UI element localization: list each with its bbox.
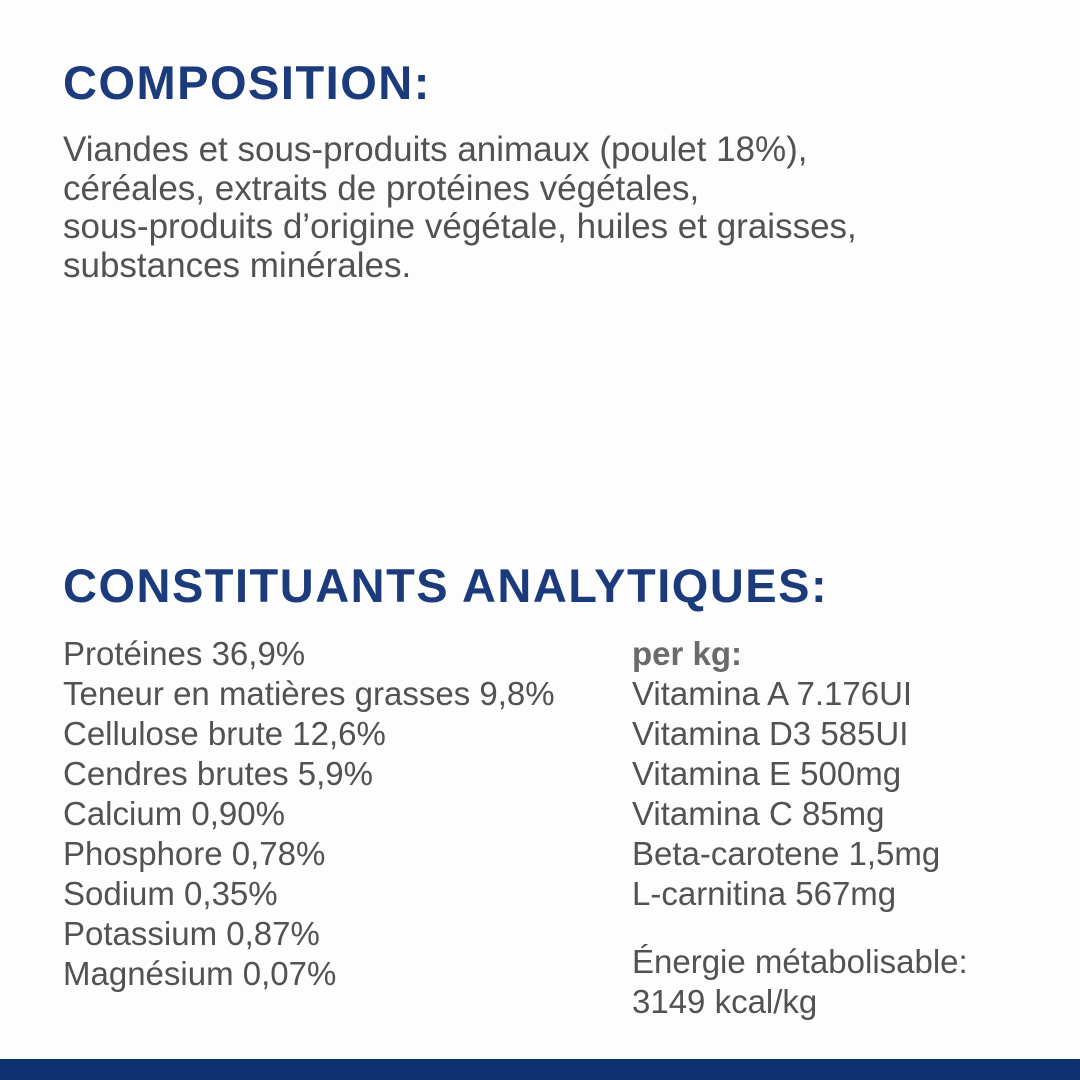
vitamin-line-c: Vitamina C 85mg bbox=[632, 795, 885, 832]
nutrient-line-ash: Cendres brutes 5,9% bbox=[63, 755, 374, 792]
per-kg-label: per kg: bbox=[632, 635, 743, 672]
vitamin-line-beta-carotene: Beta-carotene 1,5mg bbox=[632, 835, 941, 872]
nutrient-line-potassium: Potassium 0,87% bbox=[63, 915, 320, 952]
nutrient-column: Protéines 36,9% Teneur en matières grass… bbox=[63, 634, 632, 1022]
composition-line: sous-produits d’origine végétale, huiles… bbox=[63, 207, 857, 246]
composition-line: substances minérales. bbox=[63, 245, 412, 285]
composition-heading: COMPOSITION: bbox=[63, 56, 431, 109]
vitamin-line-d3: Vitamina D3 585UI bbox=[632, 715, 909, 752]
nutrient-line-calcium: Calcium 0,90% bbox=[63, 795, 285, 832]
composition-line: céréales, extraits de protéines végétale… bbox=[63, 168, 700, 208]
vitamin-line-a: Vitamina A 7.176UI bbox=[632, 675, 913, 712]
energy-label: Énergie métabolisable: bbox=[632, 943, 968, 980]
analytical-constituents-heading: CONSTITUANTS ANALYTIQUES: bbox=[63, 559, 829, 612]
vitamin-column: per kg: Vitamina A 7.176UI Vitamina D3 5… bbox=[632, 634, 968, 1022]
nutrient-line-fibre: Cellulose brute 12,6% bbox=[63, 715, 386, 752]
nutrient-line-proteins: Protéines 36,9% bbox=[63, 635, 306, 672]
metabolisable-energy: Énergie métabolisable: 3149 kcal/kg bbox=[632, 942, 968, 1022]
nutrient-line-sodium: Sodium 0,35% bbox=[63, 875, 278, 912]
nutrient-line-fat: Teneur en matières grasses 9,8% bbox=[63, 675, 555, 712]
nutrient-line-magnesium: Magnésium 0,07% bbox=[63, 955, 337, 992]
vitamin-line-e: Vitamina E 500mg bbox=[632, 755, 902, 792]
energy-value: 3149 kcal/kg bbox=[632, 983, 818, 1020]
composition-text: Viandes et sous-produits animaux (poulet… bbox=[63, 130, 857, 285]
vitamin-line-l-carnitine: L-carnitina 567mg bbox=[632, 875, 897, 912]
analytical-columns: Protéines 36,9% Teneur en matières grass… bbox=[63, 634, 1048, 1022]
composition-line: Viandes et sous-produits animaux (poulet… bbox=[63, 130, 808, 169]
footer-bar bbox=[0, 1059, 1080, 1080]
nutrient-line-phosphorus: Phosphore 0,78% bbox=[63, 835, 326, 872]
